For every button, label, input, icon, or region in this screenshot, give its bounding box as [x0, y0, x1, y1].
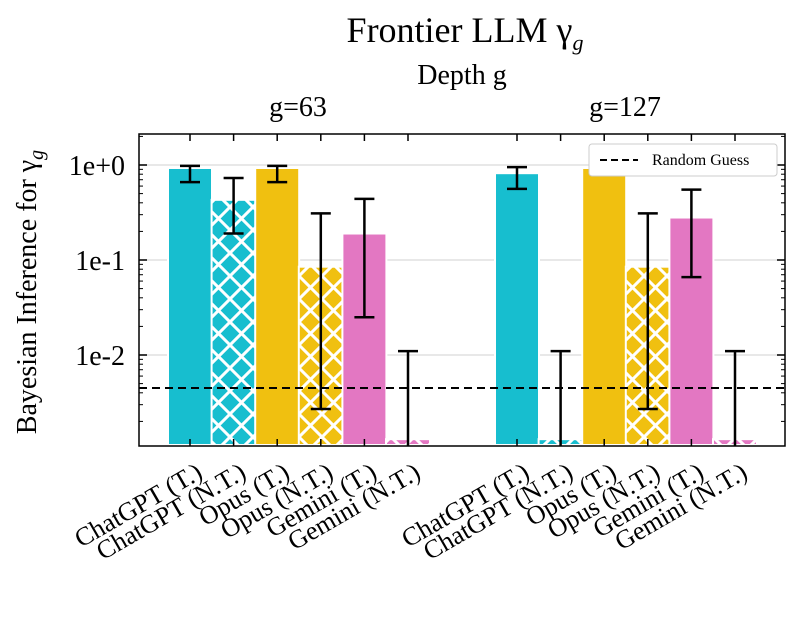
- legend-box: [588, 143, 778, 177]
- error-bar-g0-2: [267, 164, 288, 184]
- bar-g1-0: [494, 172, 540, 446]
- error-bar-g1-0: [507, 165, 527, 191]
- error-bar-g1-1: [550, 349, 571, 446]
- y-axis-label: Bayesian Inference for γg: [12, 150, 48, 434]
- bar-hatch-g0-1: [211, 199, 256, 445]
- error-bar-g0-5: [398, 349, 418, 446]
- error-bar-g0-1: [223, 176, 244, 235]
- x-axis-title: Depth g: [417, 60, 506, 91]
- bars: [167, 166, 758, 447]
- error-bar-g1-5: [725, 349, 745, 446]
- group-label-g63: g=63: [269, 92, 327, 123]
- bar-g0-0: [167, 166, 213, 447]
- group-label-g127: g=127: [589, 92, 661, 123]
- bar-g1-2: [581, 166, 628, 447]
- error-bar-g1-3: [637, 212, 658, 411]
- y-axis-ticks: 1e+0 1e-1 1e-2: [69, 135, 785, 422]
- bar-g0-2: [254, 166, 301, 447]
- legend: Random Guess: [588, 143, 778, 177]
- plot-frame: [138, 133, 786, 447]
- error-bar-g0-0: [180, 164, 200, 184]
- legend-label-random-guess: Random Guess: [652, 152, 749, 169]
- chart-title: Frontier LLM γg: [347, 10, 584, 55]
- y-tick-label: 1e-2: [75, 341, 125, 372]
- y-tick-label: 1e-1: [75, 246, 125, 277]
- error-bar-g0-4: [354, 197, 375, 319]
- error-bar-g1-4: [681, 188, 702, 279]
- error-bar-g0-3: [310, 212, 331, 411]
- y-tick-label: 1e+0: [69, 151, 125, 182]
